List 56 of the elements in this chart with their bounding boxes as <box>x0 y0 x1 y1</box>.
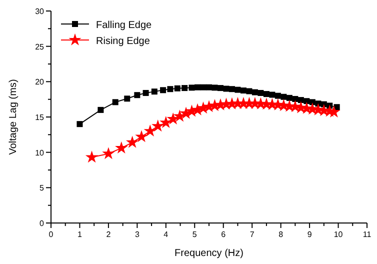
point <box>151 88 158 95</box>
y-tick-label: 5 <box>40 184 45 193</box>
point <box>160 87 166 94</box>
point <box>126 136 139 148</box>
x-tick-label: 8 <box>278 230 284 239</box>
legend-label: Falling Edge <box>96 20 152 31</box>
x-tick-label: 1 <box>78 230 82 239</box>
point <box>304 98 310 104</box>
x-axis-title: Frequency (Hz) <box>174 248 244 259</box>
x-tick-label: 0 <box>48 230 54 239</box>
y-tick-label: 30 <box>35 7 45 16</box>
x-tick-label: 9 <box>307 230 312 239</box>
y-axis-title: Voltage Lag (ms) <box>8 79 19 155</box>
point <box>85 150 98 163</box>
point <box>102 147 115 160</box>
point <box>134 92 140 98</box>
point <box>298 97 304 104</box>
x-tick-label: 2 <box>106 230 112 239</box>
x-tick-label: 6 <box>221 230 226 239</box>
point <box>334 104 340 110</box>
y-tick-label: 0 <box>40 219 45 228</box>
x-tick-label: 3 <box>134 230 140 239</box>
point <box>98 106 104 113</box>
point <box>174 85 180 92</box>
x-tick-label: 7 <box>250 230 255 239</box>
point <box>240 88 246 94</box>
point <box>115 141 128 154</box>
point <box>182 85 188 92</box>
point <box>280 94 287 100</box>
legend-label: Rising Edge <box>96 36 150 47</box>
x-tick-label: 11 <box>362 230 372 239</box>
point <box>286 94 292 101</box>
point <box>263 91 270 98</box>
point <box>292 96 298 102</box>
point <box>315 100 322 107</box>
point <box>142 90 149 96</box>
point <box>76 121 83 128</box>
point <box>274 92 281 99</box>
point <box>144 124 156 137</box>
x-tick-label: 4 <box>164 230 169 239</box>
point <box>246 88 252 94</box>
point <box>258 90 264 96</box>
y-tick-label: 25 <box>35 42 45 52</box>
point <box>152 120 164 132</box>
point <box>188 84 195 91</box>
point <box>135 130 148 142</box>
y-tick-label: 15 <box>35 113 45 122</box>
x-tick-label: 10 <box>334 230 344 239</box>
point <box>252 89 258 96</box>
x-tick-label: 5 <box>192 230 198 239</box>
y-tick-label: 20 <box>35 78 45 87</box>
point <box>167 86 174 92</box>
y-tick-label: 10 <box>35 148 45 158</box>
point <box>269 92 276 98</box>
point <box>112 99 118 106</box>
point <box>124 96 130 102</box>
